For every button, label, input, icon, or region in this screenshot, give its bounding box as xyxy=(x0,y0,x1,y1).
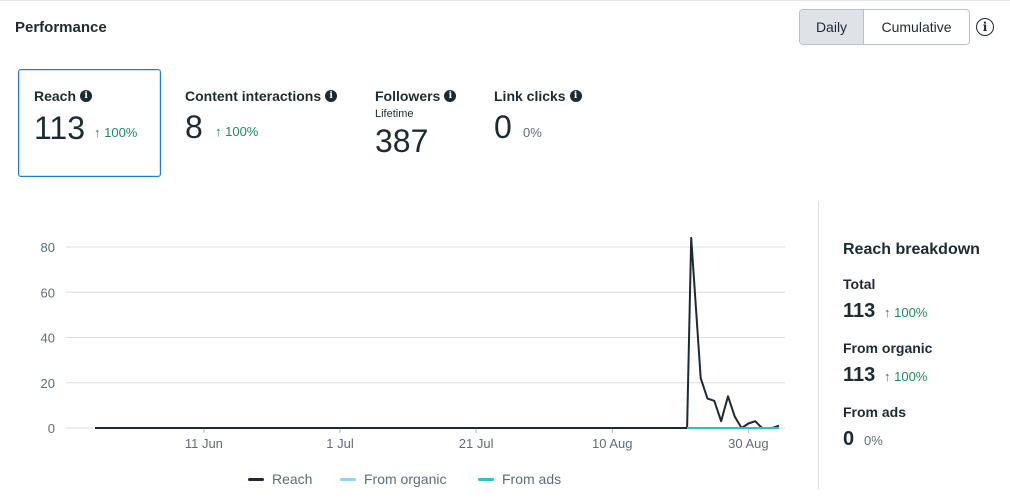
info-icon[interactable]: i xyxy=(80,90,93,102)
breakdown-change-organic: ↑ 100% xyxy=(884,369,928,384)
x-tick-label-3: 10 Aug xyxy=(592,436,633,451)
x-tick-label-0: 11 Jun xyxy=(185,436,223,451)
metric-value-followers: 387 xyxy=(375,123,429,159)
reach-line-chart: 0 20 40 60 80 11 Jun 1 Jul 21 Jul 10 Aug 30 Aug xyxy=(41,236,785,451)
breakdown-change-total: ↑ 100% xyxy=(884,305,928,320)
top-border xyxy=(0,0,1010,1)
cumulative-toggle-button[interactable]: Cumulative xyxy=(864,10,969,44)
breakdown-label-organic: From organic xyxy=(843,340,933,356)
breakdown-label-ads: From ads xyxy=(843,404,907,420)
legend-swatch-ads xyxy=(478,477,494,481)
legend-item-reach: Reach xyxy=(248,471,312,487)
breakdown-value-total: 113 xyxy=(843,300,876,322)
info-icon[interactable]: i xyxy=(444,90,457,102)
y-tick-label-60: 60 xyxy=(41,285,55,300)
view-toggle: Daily Cumulative xyxy=(799,9,970,45)
legend-label-reach: Reach xyxy=(272,471,313,487)
info-icon[interactable]: i xyxy=(569,90,582,102)
legend-swatch-organic xyxy=(340,477,356,481)
y-tick-label-20: 20 xyxy=(41,376,55,391)
metric-label-followers: Followers i xyxy=(375,88,457,104)
metric-value-content-interactions: 8 xyxy=(185,109,203,145)
panel-divider xyxy=(818,201,819,489)
info-icon[interactable]: i xyxy=(325,90,338,102)
metric-change-content-interactions: ↑ 100% xyxy=(215,124,259,139)
series-line-reach xyxy=(95,236,780,429)
y-tick-label-80: 80 xyxy=(41,240,55,255)
metric-change-reach: ↑ 100% xyxy=(94,125,138,140)
info-icon[interactable]: i xyxy=(976,18,994,36)
x-tick-label-1: 1 Jul xyxy=(326,436,354,451)
breakdown-change-ads: 0% xyxy=(864,433,883,448)
metric-label-content-interactions: Content interactions i xyxy=(185,88,338,104)
legend-label-organic: From organic xyxy=(364,471,447,487)
metric-card-reach[interactable]: Reach i 113 ↑ 100% xyxy=(18,69,161,177)
metric-sublabel-followers: Lifetime xyxy=(375,108,414,120)
legend-item-ads: From ads xyxy=(478,471,561,487)
page-title: Performance xyxy=(15,19,107,36)
metric-change-link-clicks: 0% xyxy=(523,125,542,140)
y-tick-label-40: 40 xyxy=(41,331,55,346)
x-tick-label-4: 30 Aug xyxy=(728,436,769,451)
breakdown-value-ads: 0 xyxy=(843,428,855,450)
metric-label-reach: Reach i xyxy=(34,88,93,104)
metric-value-reach: 113 xyxy=(34,110,86,146)
metric-label-link-clicks: Link clicks i xyxy=(494,88,582,104)
reach-breakdown-title: Reach breakdown xyxy=(843,241,980,258)
x-tick-label-2: 21 Jul xyxy=(459,436,494,451)
metric-value-link-clicks: 0 xyxy=(494,109,512,145)
legend-swatch-reach xyxy=(248,477,264,481)
breakdown-value-organic: 113 xyxy=(843,364,876,386)
daily-toggle-button[interactable]: Daily xyxy=(800,10,864,44)
breakdown-label-total: Total xyxy=(843,276,876,292)
legend-item-organic: From organic xyxy=(340,471,446,487)
legend-label-ads: From ads xyxy=(502,471,562,487)
y-tick-label-0: 0 xyxy=(48,421,55,436)
